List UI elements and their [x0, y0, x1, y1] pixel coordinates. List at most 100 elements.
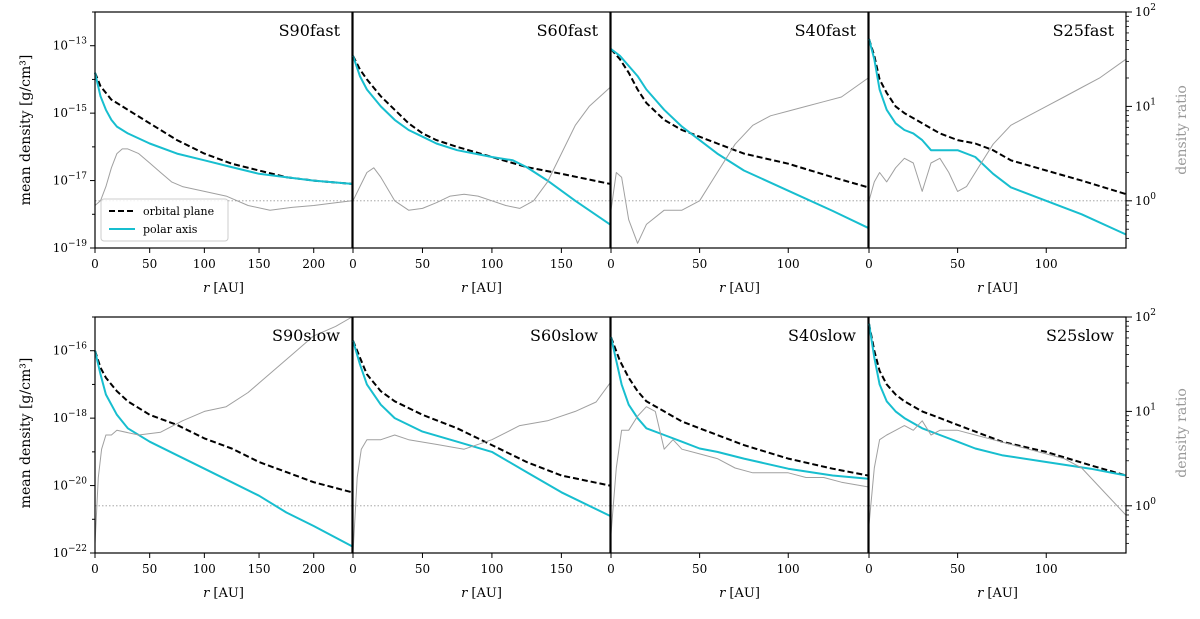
- panel-S25fast: S25fast 0 50 100 r [AU] 102 101 100: [865, 3, 1156, 296]
- y-tick-label: 10−16: [53, 342, 88, 358]
- x-axis-label: r [AU]: [719, 281, 760, 296]
- panel-title: S40fast: [795, 21, 857, 40]
- x-tick-label: 100: [193, 257, 216, 271]
- panel-S40fast: S40fast 0 50 100 r [AU]: [607, 11, 869, 296]
- x-tick-label: 100: [1035, 562, 1058, 576]
- x-tick-label: 100: [480, 257, 503, 271]
- x-tick-label: 200: [302, 257, 325, 271]
- x-tick-label: 150: [248, 257, 271, 271]
- ratio-tick-label: 102: [1135, 308, 1156, 324]
- series-orbital-plane: [868, 323, 1127, 477]
- panel-frame: [352, 316, 611, 554]
- x-axis-label: r [AU]: [461, 281, 502, 296]
- x-tick-label: 0: [865, 257, 873, 271]
- x-tick-label: 50: [692, 257, 707, 271]
- panel-frame: [868, 316, 1127, 554]
- series-orbital-plane: [610, 48, 869, 189]
- y-tick-label: 10−20: [53, 477, 88, 493]
- series-density-ratio: [868, 420, 1127, 525]
- x-tick-label: 50: [950, 562, 965, 576]
- panel-title: S25fast: [1053, 21, 1115, 40]
- x-tick-label: 50: [415, 257, 430, 271]
- panel-title: S90slow: [272, 326, 340, 345]
- series-density-ratio: [610, 77, 869, 244]
- y-tick-label: 10−17: [53, 172, 88, 188]
- y-tick-label: 10−19: [53, 239, 88, 255]
- x-axis-label: r [AU]: [719, 586, 760, 601]
- panel-background: [611, 317, 868, 553]
- x-tick-label: 200: [302, 562, 325, 576]
- x-axis-label: r [AU]: [461, 586, 502, 601]
- series-orbital-plane: [352, 340, 611, 487]
- panel-frame: [352, 11, 611, 249]
- panel-title: S60fast: [537, 21, 599, 40]
- series-orbital-plane: [352, 55, 611, 185]
- x-tick-label: 50: [142, 562, 157, 576]
- x-tick-label: 0: [349, 562, 357, 576]
- series-density-ratio: [610, 406, 869, 535]
- legend-box: [100, 198, 229, 242]
- series-polar-axis: [352, 340, 611, 517]
- x-tick-label: 0: [865, 562, 873, 576]
- panel-background: [353, 317, 610, 553]
- x-tick-label: 50: [950, 257, 965, 271]
- panel-frame: [610, 11, 869, 249]
- x-tick-label: 100: [1035, 257, 1058, 271]
- series-polar-axis: [610, 336, 869, 480]
- panel-S40slow: S40slow 0 50 100 r [AU]: [607, 316, 869, 601]
- x-axis-label: r [AU]: [977, 586, 1018, 601]
- x-tick-label: 0: [91, 562, 99, 576]
- panel-background: [869, 12, 1126, 248]
- x-tick-label: 150: [550, 562, 573, 576]
- panel-S25slow: S25slow 0 50 100 r [AU] 102 101 100: [865, 308, 1156, 601]
- series-density-ratio: [94, 316, 353, 544]
- panel-title: S40slow: [788, 326, 856, 345]
- x-tick-label: 150: [550, 257, 573, 271]
- series-density-ratio: [352, 87, 611, 211]
- x-tick-label: 50: [692, 562, 707, 576]
- panel-S60slow: S60slow 0 50 100 150 r [AU]: [349, 316, 611, 601]
- y-tick-label: 10−15: [53, 104, 88, 120]
- series-polar-axis: [868, 323, 1127, 477]
- left-ylabel-slow: mean density [g/cm³]: [18, 358, 34, 509]
- series-density-ratio: [868, 58, 1127, 201]
- series-density-ratio: [94, 148, 353, 211]
- panel-background: [353, 12, 610, 248]
- ratio-tick-label: 100: [1135, 497, 1156, 513]
- x-axis-label: r [AU]: [977, 281, 1018, 296]
- x-tick-label: 100: [777, 257, 800, 271]
- x-tick-label: 100: [193, 562, 216, 576]
- left-ylabel-fast: mean density [g/cm³]: [18, 55, 34, 206]
- series-orbital-plane: [94, 350, 353, 494]
- legend-label: polar axis: [143, 223, 198, 236]
- right-ylabel-fast: density ratio: [1174, 85, 1190, 174]
- x-tick-label: 100: [480, 562, 503, 576]
- y-tick-label: 10−22: [53, 544, 87, 560]
- series-polar-axis: [610, 48, 869, 229]
- panel-frame: [94, 11, 353, 249]
- panel-title: S90fast: [279, 21, 341, 40]
- panel-S90slow: S90slow 0 50 100 150 200 r [AU] 10−16 10−18 10−20…: [53, 316, 353, 601]
- legend: orbital plane polar axis: [100, 198, 229, 242]
- panel-background: [95, 317, 352, 553]
- ratio-tick-label: 101: [1135, 402, 1156, 418]
- series-polar-axis: [352, 55, 611, 226]
- panel-frame: [94, 316, 353, 554]
- x-axis-label: r [AU]: [203, 281, 244, 296]
- series-orbital-plane: [868, 38, 1127, 196]
- x-tick-label: 0: [91, 257, 99, 271]
- panel-background: [611, 12, 868, 248]
- panel-S90fast: S90fast 0 50 100 150 200 r [AU] 10−13 10−15 10−17…: [53, 11, 353, 296]
- panel-S60fast: S60fast 0 50 100 150 r [AU]: [349, 11, 611, 296]
- panel-title: S25slow: [1046, 326, 1114, 345]
- x-axis-label: r [AU]: [203, 586, 244, 601]
- panel-frame: [868, 11, 1127, 249]
- panel-background: [869, 317, 1126, 553]
- x-tick-label: 50: [415, 562, 430, 576]
- series-orbital-plane: [610, 336, 869, 477]
- y-tick-label: 10−13: [53, 37, 88, 53]
- series-polar-axis: [94, 72, 353, 185]
- right-ylabel-slow: density ratio: [1174, 388, 1190, 477]
- x-tick-label: 0: [349, 257, 357, 271]
